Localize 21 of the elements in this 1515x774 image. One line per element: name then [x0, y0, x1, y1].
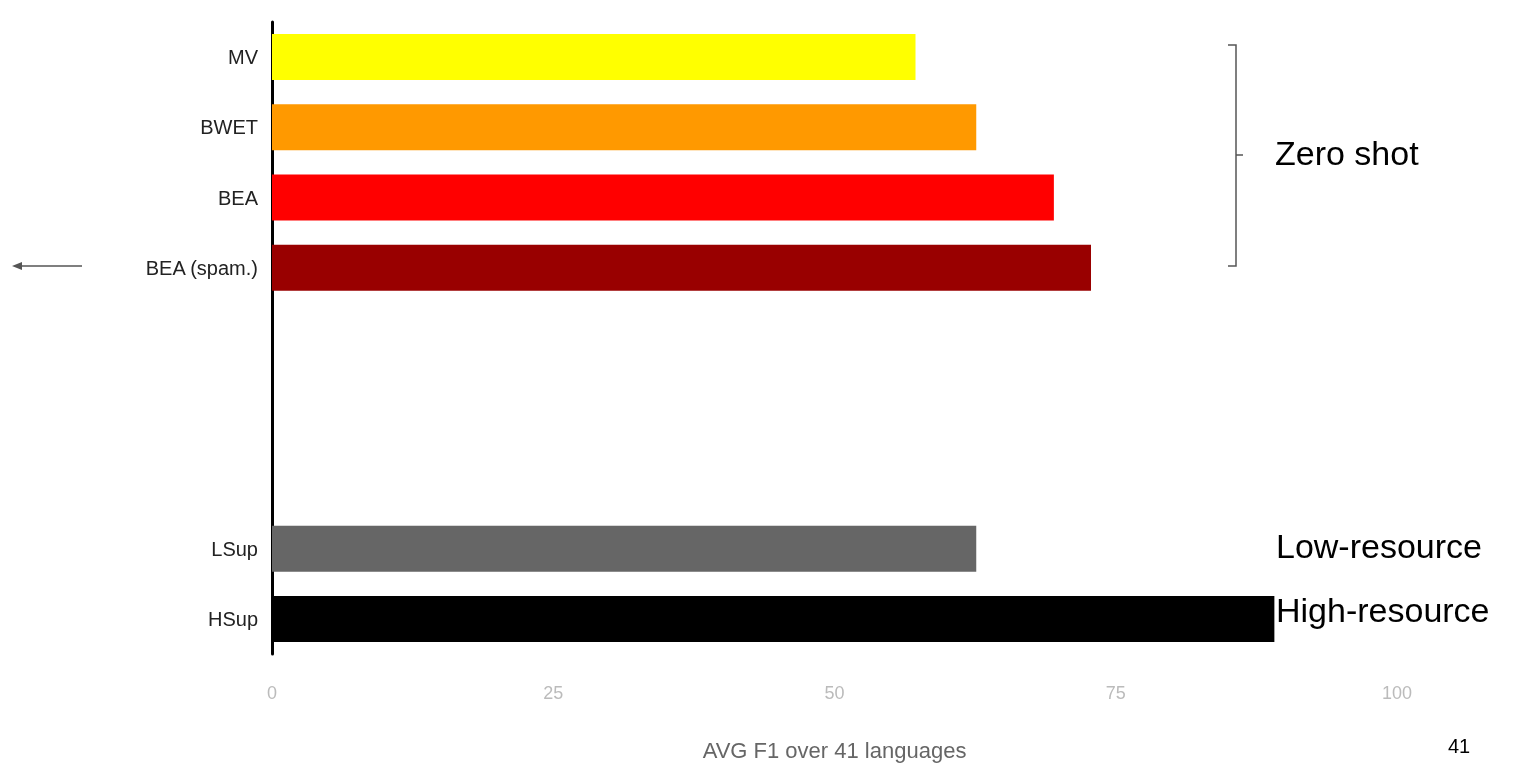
- bar: [272, 34, 916, 81]
- annotation: High-resource: [1276, 591, 1490, 629]
- y-tick-label: BEA (spam.): [145, 256, 258, 279]
- y-tick-label: LSup: [211, 537, 258, 560]
- y-tick-label: HSup: [207, 607, 258, 630]
- x-tick-label: 0: [266, 683, 278, 703]
- y-tick-label: BWET: [200, 116, 258, 139]
- x-tick-label: 25: [543, 683, 564, 703]
- y-tick-label: BEA: [217, 186, 259, 209]
- y-tick-label: MV: [228, 46, 259, 69]
- bar: [272, 244, 1091, 291]
- bar: [272, 104, 977, 151]
- annotation: Low-resource: [1276, 527, 1482, 565]
- x-axis-title: AVG F1 over 41 languages: [702, 737, 967, 763]
- x-tick-label: 50: [824, 683, 845, 703]
- bar: [272, 525, 977, 572]
- annotation: Zero shot: [1275, 134, 1420, 172]
- x-tick-label: 100: [1381, 683, 1413, 703]
- x-tick-label: 75: [1105, 683, 1126, 703]
- text: 41: [1448, 735, 1471, 757]
- bar: [272, 174, 1054, 221]
